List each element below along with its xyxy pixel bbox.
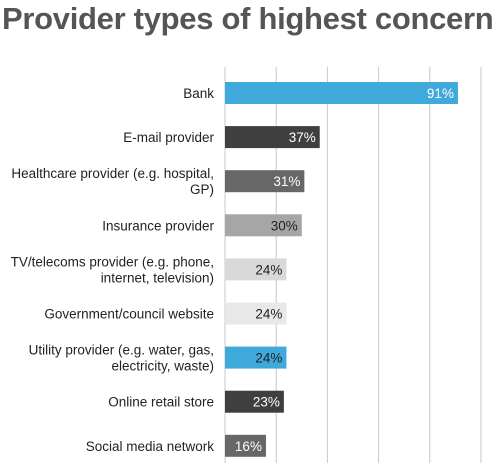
bar [225, 214, 302, 237]
data-label: 24% [255, 351, 282, 366]
data-label: 37% [289, 130, 316, 145]
category-label: Social media network [86, 439, 215, 454]
category-label-layer: Bank E-mail provider Healthcare provider (… [11, 86, 215, 454]
bar [225, 126, 320, 149]
data-label: 91% [427, 86, 454, 101]
bar [225, 82, 458, 104]
bar [225, 346, 287, 369]
category-label: E-mail provider [123, 130, 214, 145]
bar [225, 258, 287, 281]
category-label: Online retail store [108, 395, 214, 410]
category-label: Insurance provider [102, 218, 214, 233]
category-label: internet, television) [101, 270, 214, 285]
category-label: electricity, waste) [111, 359, 214, 374]
bar [225, 390, 284, 413]
category-label: GP) [190, 182, 214, 197]
category-label: Utility provider (e.g. water, gas, [29, 343, 214, 358]
data-label: 23% [253, 395, 280, 410]
category-label: Government/council website [44, 307, 214, 322]
data-label: 30% [271, 218, 298, 233]
bar [225, 170, 305, 193]
category-label: TV/telecoms provider (e.g. phone, [11, 254, 214, 269]
data-label: 16% [235, 439, 262, 454]
chart-title: Provider types of highest concern [2, 1, 494, 36]
category-label: Healthcare provider (e.g. hospital, [11, 166, 214, 181]
category-label: Bank [183, 86, 214, 101]
bar-layer: 91% 37% 31% 30% 24% 24% 24% 23% 16% [225, 82, 458, 457]
bar [225, 302, 287, 325]
bar [225, 434, 266, 457]
data-label: 24% [255, 262, 282, 277]
data-label: 24% [255, 307, 282, 322]
data-label: 31% [273, 174, 300, 189]
